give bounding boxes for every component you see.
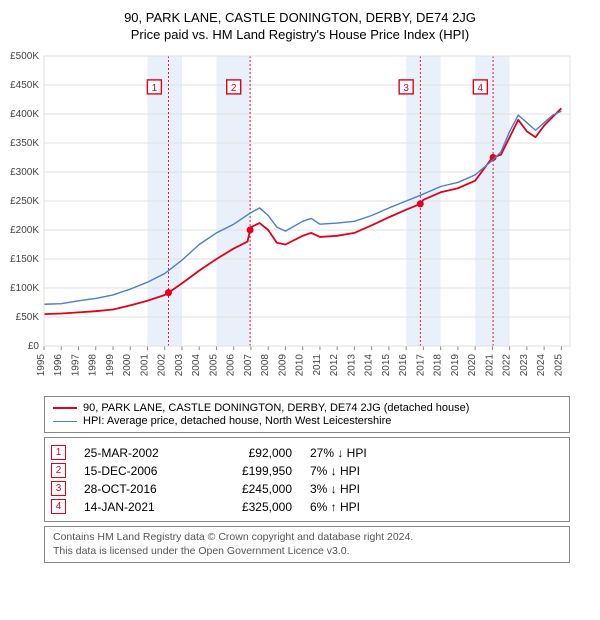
svg-text:2010: 2010: [295, 354, 306, 377]
transaction-row: 3 28-OCT-2016 £245,000 3% ↓ HPI: [51, 481, 563, 496]
svg-text:£200K: £200K: [10, 225, 39, 236]
svg-text:£150K: £150K: [10, 254, 39, 265]
svg-text:2014: 2014: [364, 354, 375, 377]
legend-swatch: [53, 421, 77, 422]
footnote-line-2: This data is licensed under the Open Gov…: [53, 545, 561, 559]
svg-text:2: 2: [231, 83, 237, 94]
transaction-vs-hpi: 6% ↑ HPI: [310, 500, 430, 514]
svg-text:1995: 1995: [36, 354, 47, 377]
transactions-table: 1 25-MAR-2002 £92,000 27% ↓ HPI 2 15-DEC-2006…: [44, 437, 570, 522]
svg-text:2009: 2009: [277, 354, 288, 377]
svg-text:2013: 2013: [346, 354, 357, 377]
transaction-price: £245,000: [212, 482, 292, 496]
svg-text:2011: 2011: [312, 354, 323, 376]
svg-text:2001: 2001: [139, 354, 150, 377]
svg-text:1999: 1999: [105, 354, 116, 377]
svg-text:2005: 2005: [208, 354, 219, 377]
title-line-1: 90, PARK LANE, CASTLE DONINGTON, DERBY, …: [0, 10, 600, 25]
svg-text:2006: 2006: [226, 354, 237, 377]
footnote-line-1: Contains HM Land Registry data © Crown c…: [53, 531, 561, 545]
svg-text:£50K: £50K: [16, 312, 40, 323]
svg-text:2018: 2018: [433, 354, 444, 377]
transaction-row: 1 25-MAR-2002 £92,000 27% ↓ HPI: [51, 445, 563, 460]
transaction-vs-hpi: 7% ↓ HPI: [310, 464, 430, 478]
chart-titles: 90, PARK LANE, CASTLE DONINGTON, DERBY, …: [0, 0, 600, 50]
svg-text:£450K: £450K: [10, 80, 39, 91]
svg-text:2020: 2020: [467, 354, 478, 377]
svg-text:£300K: £300K: [10, 167, 39, 178]
transaction-vs-hpi: 3% ↓ HPI: [310, 482, 430, 496]
transaction-date: 15-DEC-2006: [84, 464, 194, 478]
svg-text:2022: 2022: [502, 354, 513, 377]
svg-text:2002: 2002: [157, 354, 168, 377]
legend-item: HPI: Average price, detached house, Nort…: [53, 415, 561, 427]
transaction-row: 2 15-DEC-2006 £199,950 7% ↓ HPI: [51, 463, 563, 478]
transaction-vs-hpi: 27% ↓ HPI: [310, 446, 430, 460]
transaction-price: £92,000: [212, 446, 292, 460]
svg-text:2019: 2019: [450, 354, 461, 377]
svg-text:£250K: £250K: [10, 196, 39, 207]
svg-text:2024: 2024: [536, 354, 547, 377]
svg-text:1997: 1997: [70, 354, 81, 377]
svg-text:£500K: £500K: [10, 51, 39, 62]
transaction-date: 14-JAN-2021: [84, 500, 194, 514]
svg-text:2000: 2000: [122, 354, 133, 377]
page: 90, PARK LANE, CASTLE DONINGTON, DERBY, …: [0, 0, 600, 563]
footnote: Contains HM Land Registry data © Crown c…: [44, 526, 570, 563]
transaction-marker: 4: [51, 499, 66, 514]
svg-text:2004: 2004: [191, 354, 202, 377]
transaction-price: £325,000: [212, 500, 292, 514]
transaction-price: £199,950: [212, 464, 292, 478]
transaction-marker: 1: [51, 445, 66, 460]
legend-label: 90, PARK LANE, CASTLE DONINGTON, DERBY, …: [83, 402, 469, 414]
title-line-2: Price paid vs. HM Land Registry's House …: [0, 27, 600, 42]
svg-text:1996: 1996: [53, 354, 64, 377]
svg-text:2003: 2003: [174, 354, 185, 377]
svg-text:£400K: £400K: [10, 109, 39, 120]
price-chart: £0 £50K £100K £150K £200K £250K £300K £350K £400…: [0, 50, 600, 390]
legend: 90, PARK LANE, CASTLE DONINGTON, DERBY, …: [44, 396, 570, 433]
svg-text:£0: £0: [28, 341, 40, 352]
legend-item: 90, PARK LANE, CASTLE DONINGTON, DERBY, …: [53, 402, 561, 414]
legend-label: HPI: Average price, detached house, Nort…: [83, 415, 391, 427]
transaction-marker: 2: [51, 463, 66, 478]
svg-text:4: 4: [478, 83, 484, 94]
svg-text:2021: 2021: [484, 354, 495, 377]
svg-text:1998: 1998: [88, 354, 99, 377]
transaction-row: 4 14-JAN-2021 £325,000 6% ↑ HPI: [51, 499, 563, 514]
svg-text:2023: 2023: [519, 354, 530, 377]
transaction-marker: 3: [51, 481, 66, 496]
svg-text:3: 3: [403, 83, 409, 94]
svg-text:£350K: £350K: [10, 138, 39, 149]
svg-text:1: 1: [152, 83, 158, 94]
svg-text:£100K: £100K: [10, 283, 39, 294]
transaction-date: 25-MAR-2002: [84, 446, 194, 460]
svg-text:2025: 2025: [553, 354, 564, 377]
svg-text:2015: 2015: [381, 354, 392, 377]
svg-text:2008: 2008: [260, 354, 271, 377]
svg-text:2016: 2016: [398, 354, 409, 377]
legend-swatch: [53, 407, 77, 409]
transaction-date: 28-OCT-2016: [84, 482, 194, 496]
svg-text:2012: 2012: [329, 354, 340, 377]
svg-text:2007: 2007: [243, 354, 254, 377]
svg-text:2017: 2017: [415, 354, 426, 377]
